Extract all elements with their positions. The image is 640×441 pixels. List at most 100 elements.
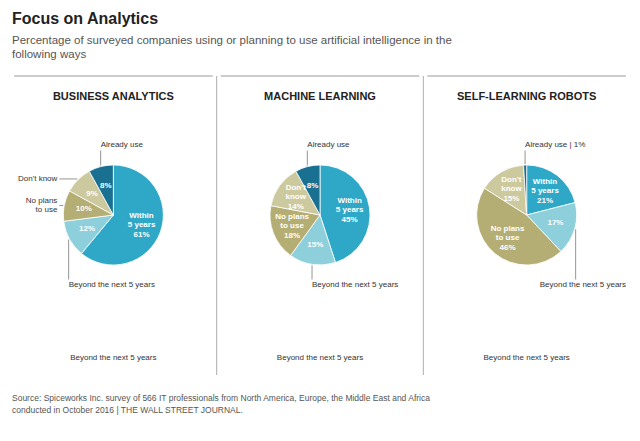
category-label: Already use | 1%	[525, 140, 585, 149]
slice-label: No plansto use46%	[491, 224, 525, 252]
slice-label: Don'tknow14%	[286, 183, 307, 211]
outer-label: Already use	[307, 140, 350, 149]
text-line: Already use	[307, 140, 350, 149]
text-line: Beyond the next 5 years	[312, 280, 398, 289]
text-line: 5 years	[531, 186, 559, 195]
text-line: 8%	[100, 181, 112, 190]
text-line: 45%	[342, 215, 358, 224]
text-line: 14%	[288, 202, 304, 211]
text-line: Focus on Analytics	[12, 10, 158, 27]
outer-label: Already use	[101, 140, 144, 149]
category-label: No plansto use	[26, 196, 58, 215]
text-line: to use	[280, 221, 304, 230]
slice-label: 10%	[76, 204, 92, 213]
text-line: 15%	[307, 240, 323, 249]
text-line: Within	[533, 177, 557, 186]
text-line: No plans	[26, 196, 58, 205]
pie: Within5 years21% 17% No plansto use46% Don'…	[477, 140, 626, 289]
text-line: 61%	[134, 230, 150, 239]
slice	[64, 215, 114, 254]
annotation: Beyond the next 5 years	[277, 353, 363, 362]
header-rule	[427, 76, 626, 77]
outer-label: Beyond the next 5 years	[312, 280, 398, 289]
text-line: 5 years	[336, 205, 364, 214]
slice	[524, 165, 527, 215]
text-line: Within	[337, 196, 361, 205]
header-rule	[221, 76, 420, 77]
chart-title: SELF-LEARNING ROBOTS	[457, 90, 596, 102]
text-line: Don't	[501, 175, 521, 184]
slice-label: Within5 years61%	[128, 211, 156, 239]
slice-label: No plansto use18%	[275, 212, 309, 240]
slice-label: Within5 years21%	[531, 177, 559, 205]
subtitle: Percentage of surveyed companies using o…	[12, 34, 452, 60]
divider	[423, 76, 424, 375]
text-line: to use	[36, 205, 58, 214]
leader-line	[307, 151, 308, 166]
slices	[270, 165, 370, 265]
title: Focus on Analytics	[12, 10, 158, 27]
text-line: to use	[496, 233, 520, 242]
leader-line	[525, 151, 526, 165]
leader-line	[575, 229, 576, 279]
slice-label: 9%	[86, 189, 98, 198]
text-line: Already use	[101, 140, 144, 149]
leader-line	[68, 240, 69, 280]
chart-title: MACHINE LEARNING	[264, 90, 376, 102]
outer-label: Beyond the next 5 years	[69, 280, 155, 289]
slice-label: Don'tknow15%	[501, 175, 522, 203]
text-line: following ways	[12, 48, 86, 60]
leader-line	[59, 178, 77, 179]
chart-svg: Focus on Analytics Percentage of surveyed…	[0, 0, 640, 441]
outer-label: Beyond the next 5 years	[540, 280, 626, 289]
text-line: Beyond the next 5 years	[540, 280, 626, 289]
text-line: 9%	[86, 189, 98, 198]
text-line: 46%	[500, 243, 516, 252]
text-line: know	[286, 192, 307, 201]
text-line: No plans	[491, 224, 525, 233]
outer-label: No plansto use	[26, 196, 58, 215]
category-label: Already use	[101, 140, 144, 149]
text-line: 21%	[537, 196, 553, 205]
annotation: Beyond the next 5 years	[70, 353, 156, 362]
text-line: Source: Spiceworks Inc. survey of 566 IT…	[12, 393, 430, 403]
text-line: know	[501, 184, 522, 193]
slice	[484, 165, 526, 215]
slice-label: 12%	[79, 225, 95, 234]
category-label: Don't know	[18, 174, 58, 183]
slice-label: 17%	[547, 218, 563, 227]
text-line: Don't know	[18, 174, 58, 183]
leader-line	[100, 151, 101, 166]
text-line: 8%	[307, 181, 319, 190]
slices	[63, 165, 163, 265]
text-line: Percentage of surveyed companies using o…	[12, 34, 452, 46]
category-label: Beyond the next 5 years	[540, 280, 626, 289]
text-line: 17%	[547, 218, 563, 227]
text-line: conducted in October 2016 | THE WALL STR…	[12, 405, 243, 415]
slice-label: 15%	[307, 240, 323, 249]
category-label: Beyond the next 5 years	[312, 280, 398, 289]
text-line: Within	[129, 211, 153, 220]
category-label: Beyond the next 5 years	[69, 280, 155, 289]
text-line: Beyond the next 5 years	[69, 280, 155, 289]
pie: Within5 years45%15%No plansto use18%Don'…	[270, 140, 398, 289]
leader-line	[59, 205, 63, 206]
footer: Source: Spiceworks Inc. survey of 566 IT…	[12, 393, 430, 415]
text-line: 10%	[76, 204, 92, 213]
slices	[477, 165, 577, 265]
text-line: 5 years	[128, 220, 156, 229]
header-rule	[14, 76, 213, 77]
outer-label: Already use | 1%	[525, 140, 585, 149]
category-label: Already use	[307, 140, 350, 149]
text-line: 15%	[503, 194, 519, 203]
text-line: Don't	[286, 183, 306, 192]
text-line: No plans	[275, 212, 309, 221]
chart-title: BUSINESS ANALYTICS	[53, 90, 174, 102]
text-line: 18%	[284, 231, 300, 240]
pie: Within5 years61% 12% 10% 9%8% Beyond the nex…	[18, 140, 163, 289]
outer-label: Don't know	[18, 174, 58, 183]
slice-label: Within5 years45%	[336, 196, 364, 224]
leader-line	[312, 265, 313, 279]
annotation: Beyond the next 5 years	[484, 353, 570, 362]
text-line: Already use | 1%	[525, 140, 585, 149]
